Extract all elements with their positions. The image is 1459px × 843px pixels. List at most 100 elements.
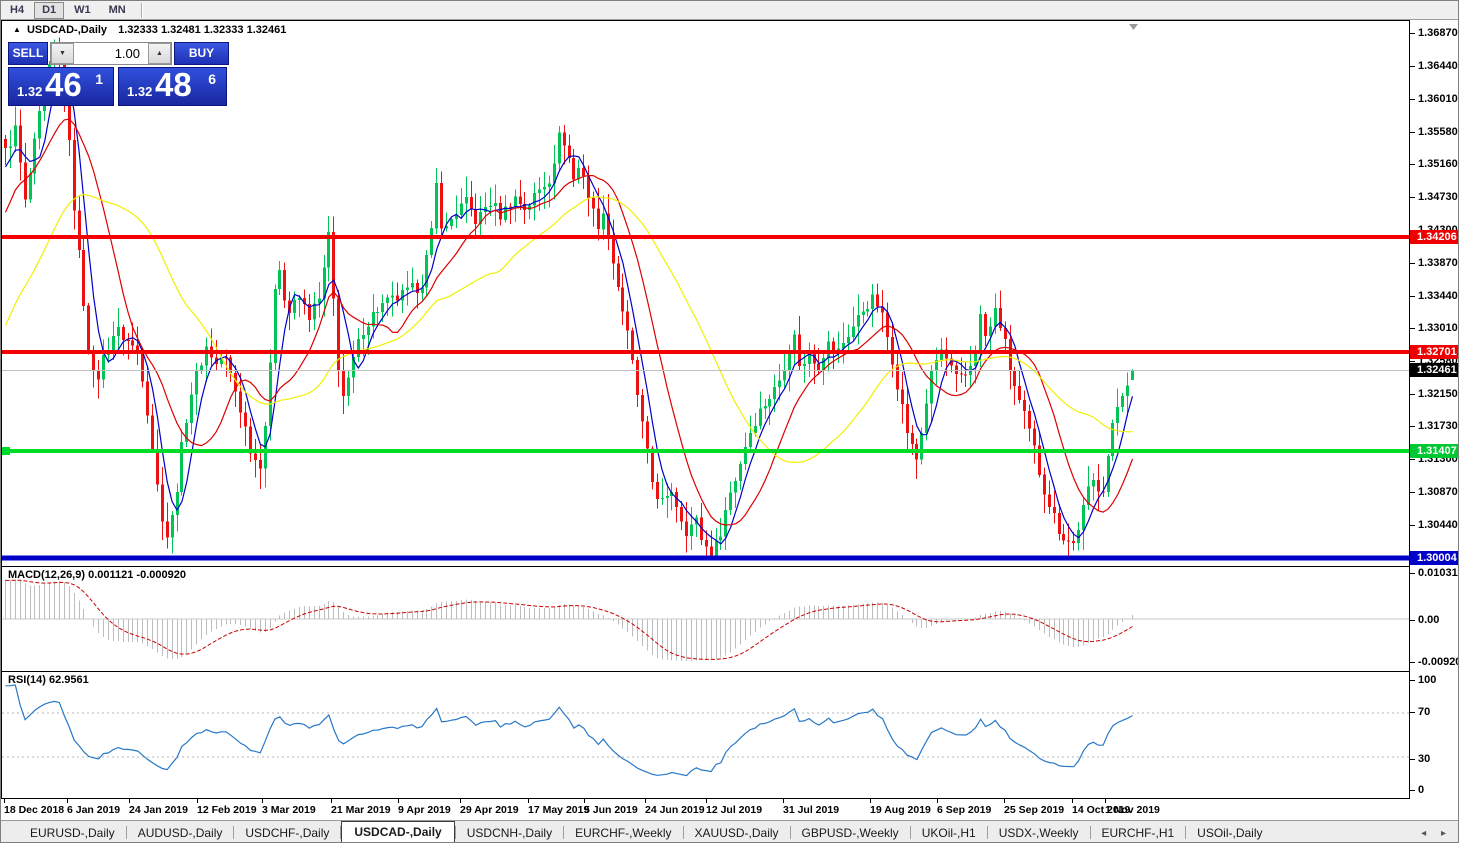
timeframe-button-d1[interactable]: D1 bbox=[34, 1, 65, 19]
tabs-scroll-left-button[interactable]: ◂ bbox=[1421, 828, 1433, 839]
price-tick-label: 1.33440 bbox=[1418, 289, 1458, 302]
macd-tick-dash bbox=[1410, 662, 1415, 663]
chart-tabbar: EURUSD-,Daily AUDUSD-,Daily USDCHF-,Daily U… bbox=[1, 820, 1458, 842]
buy-price-sup: 6 bbox=[208, 71, 216, 87]
price-tick-label: 1.35160 bbox=[1418, 158, 1458, 171]
volume-increase-button[interactable]: ▲ bbox=[148, 43, 171, 64]
price-tick-dash bbox=[1410, 66, 1415, 68]
price-tick-label: 1.35580 bbox=[1418, 126, 1458, 139]
date-label: 9 Apr 2019 bbox=[398, 804, 451, 816]
chart-tabs: EURUSD-,Daily AUDUSD-,Daily USDCHF-,Daily U… bbox=[19, 821, 1274, 842]
macd-tick-label: -0.009203 bbox=[1418, 656, 1458, 668]
date-tick bbox=[645, 799, 646, 803]
main-chart-pane[interactable]: ▲ USDCAD-,Daily 1.32333 1.32481 1.32333 … bbox=[1, 20, 1410, 567]
price-tag: 1.32461 bbox=[1410, 363, 1458, 378]
price-tag: 1.34206 bbox=[1410, 230, 1458, 244]
sell-price-prefix: 1.32 bbox=[17, 84, 43, 99]
sell-price-box[interactable]: 1.32 46 1 bbox=[8, 66, 114, 106]
chart-tab[interactable]: USDCHF-,Daily bbox=[245, 826, 330, 840]
date-tick bbox=[4, 799, 5, 803]
buy-price-box[interactable]: 1.32 48 6 bbox=[118, 66, 227, 106]
date-tick bbox=[584, 799, 585, 803]
buy-price-prefix: 1.32 bbox=[127, 84, 153, 99]
price-tick-dash bbox=[1410, 361, 1415, 363]
sell-button[interactable]: SELL bbox=[8, 42, 48, 65]
rsi-tick-label: 0 bbox=[1418, 784, 1425, 796]
price-tick-dash bbox=[1410, 328, 1415, 330]
rsi-tick-dash bbox=[1410, 712, 1415, 713]
chart-tab[interactable]: EURCHF-,Weekly bbox=[575, 826, 672, 840]
date-tick bbox=[129, 799, 130, 803]
chart-tab[interactable]: USDCNH-,Daily bbox=[466, 826, 553, 840]
chart-tab[interactable]: EURCHF-,H1 bbox=[1101, 826, 1175, 840]
price-tick-dash bbox=[1410, 33, 1415, 35]
price-tag: 1.30004 bbox=[1410, 550, 1458, 565]
rsi-tick-dash bbox=[1410, 790, 1415, 791]
date-label: 19 Aug 2019 bbox=[870, 804, 931, 816]
date-label: 17 May 2019 bbox=[528, 804, 590, 816]
chart-tab[interactable]: EURUSD-,Daily bbox=[30, 826, 115, 840]
volume-decrease-button[interactable]: ▼ bbox=[51, 43, 74, 64]
date-label: 29 Apr 2019 bbox=[460, 804, 519, 816]
rsi-tick-label: 70 bbox=[1418, 706, 1431, 718]
date-tick bbox=[398, 799, 399, 803]
tab-divider bbox=[909, 826, 911, 839]
price-tick-label: 1.36870 bbox=[1418, 27, 1458, 40]
volume-input[interactable]: 1.00 bbox=[74, 43, 148, 64]
macd-name: MACD(12,26,9) bbox=[8, 569, 86, 581]
date-label: 24 Jun 2019 bbox=[645, 804, 705, 816]
macd-tick-dash bbox=[1410, 573, 1415, 574]
timeframe-button-h4[interactable]: H4 bbox=[10, 3, 25, 16]
macd-chart[interactable] bbox=[2, 567, 1409, 670]
chart-tab[interactable]: USDX-,Weekly bbox=[998, 826, 1079, 840]
date-label: 25 Sep 2019 bbox=[1004, 804, 1065, 816]
price-axis[interactable]: 1.36870 1.36440 1.36010 1.35580 1.35160 1.347… bbox=[1410, 20, 1458, 799]
chart-tab[interactable]: AUDUSD-,Daily bbox=[137, 826, 223, 840]
chart-tab[interactable]: UKOil-,H1 bbox=[921, 826, 976, 840]
tab-divider bbox=[1185, 826, 1187, 839]
tab-scroll-arrows: ◂ ▸ bbox=[1421, 828, 1452, 839]
timeframe-button-mn[interactable]: MN bbox=[108, 3, 126, 16]
rsi-tick-dash bbox=[1410, 680, 1415, 681]
price-tick-label: 1.33870 bbox=[1418, 256, 1458, 269]
price-tick-dash bbox=[1410, 394, 1415, 396]
date-label: 5 Jun 2019 bbox=[584, 804, 638, 816]
chart-tab[interactable]: GBPUSD-,Weekly bbox=[801, 826, 899, 840]
buy-button[interactable]: BUY bbox=[174, 42, 229, 65]
tabs-scroll-right-button[interactable]: ▸ bbox=[1440, 828, 1452, 839]
collapse-triangle-icon[interactable]: ▲ bbox=[13, 25, 21, 34]
price-tick-dash bbox=[1410, 524, 1415, 526]
macd-label: MACD(12,26,9) 0.001121 -0.000920 bbox=[8, 569, 186, 581]
date-label: 12 Jul 2019 bbox=[706, 804, 763, 816]
price-tick-dash bbox=[1410, 99, 1415, 101]
macd-values: 0.001121 -0.000920 bbox=[88, 569, 186, 581]
timeframe-button-w1[interactable]: W1 bbox=[74, 3, 91, 16]
price-tick-label: 1.34730 bbox=[1418, 190, 1458, 203]
price-tick-dash bbox=[1410, 458, 1415, 460]
chart-tab[interactable]: USDCAD-,Daily bbox=[341, 821, 455, 842]
price-tick-label: 1.32150 bbox=[1418, 388, 1458, 401]
sell-price-sup: 1 bbox=[95, 71, 103, 87]
chart-ohlc-values: 1.32333 1.32481 1.32333 1.32461 bbox=[118, 24, 287, 36]
price-tag: 1.31407 bbox=[1410, 443, 1458, 458]
date-label: 1 Nov 2019 bbox=[1105, 804, 1160, 816]
date-label: 14 Oct 2019 bbox=[1072, 804, 1131, 816]
date-tick bbox=[870, 799, 871, 803]
date-tick bbox=[783, 799, 784, 803]
price-tick-label: 1.33010 bbox=[1418, 322, 1458, 335]
date-tick bbox=[1004, 799, 1005, 803]
candlestick-chart[interactable] bbox=[2, 21, 1409, 566]
date-axis[interactable]: 18 Dec 2018 6 Jan 2019 24 Jan 2019 12 Feb 2… bbox=[1, 799, 1458, 820]
chart-symbol-label: USDCAD-,Daily bbox=[26, 24, 108, 36]
tab-divider bbox=[454, 826, 456, 839]
rsi-chart[interactable] bbox=[2, 672, 1409, 798]
rsi-tick-label: 100 bbox=[1418, 674, 1437, 686]
price-tick-label: 1.30870 bbox=[1418, 485, 1458, 498]
macd-tick-dash bbox=[1410, 620, 1415, 621]
chart-tab[interactable]: XAUUSD-,Daily bbox=[694, 826, 779, 840]
price-tick-dash bbox=[1410, 426, 1415, 428]
rsi-pane[interactable]: RSI(14) 62.9561 bbox=[1, 671, 1410, 799]
macd-pane[interactable]: MACD(12,26,9) 0.001121 -0.000920 bbox=[1, 567, 1410, 672]
date-label: 31 Jul 2019 bbox=[783, 804, 840, 816]
chart-tab[interactable]: USOil-,Daily bbox=[1197, 826, 1263, 840]
